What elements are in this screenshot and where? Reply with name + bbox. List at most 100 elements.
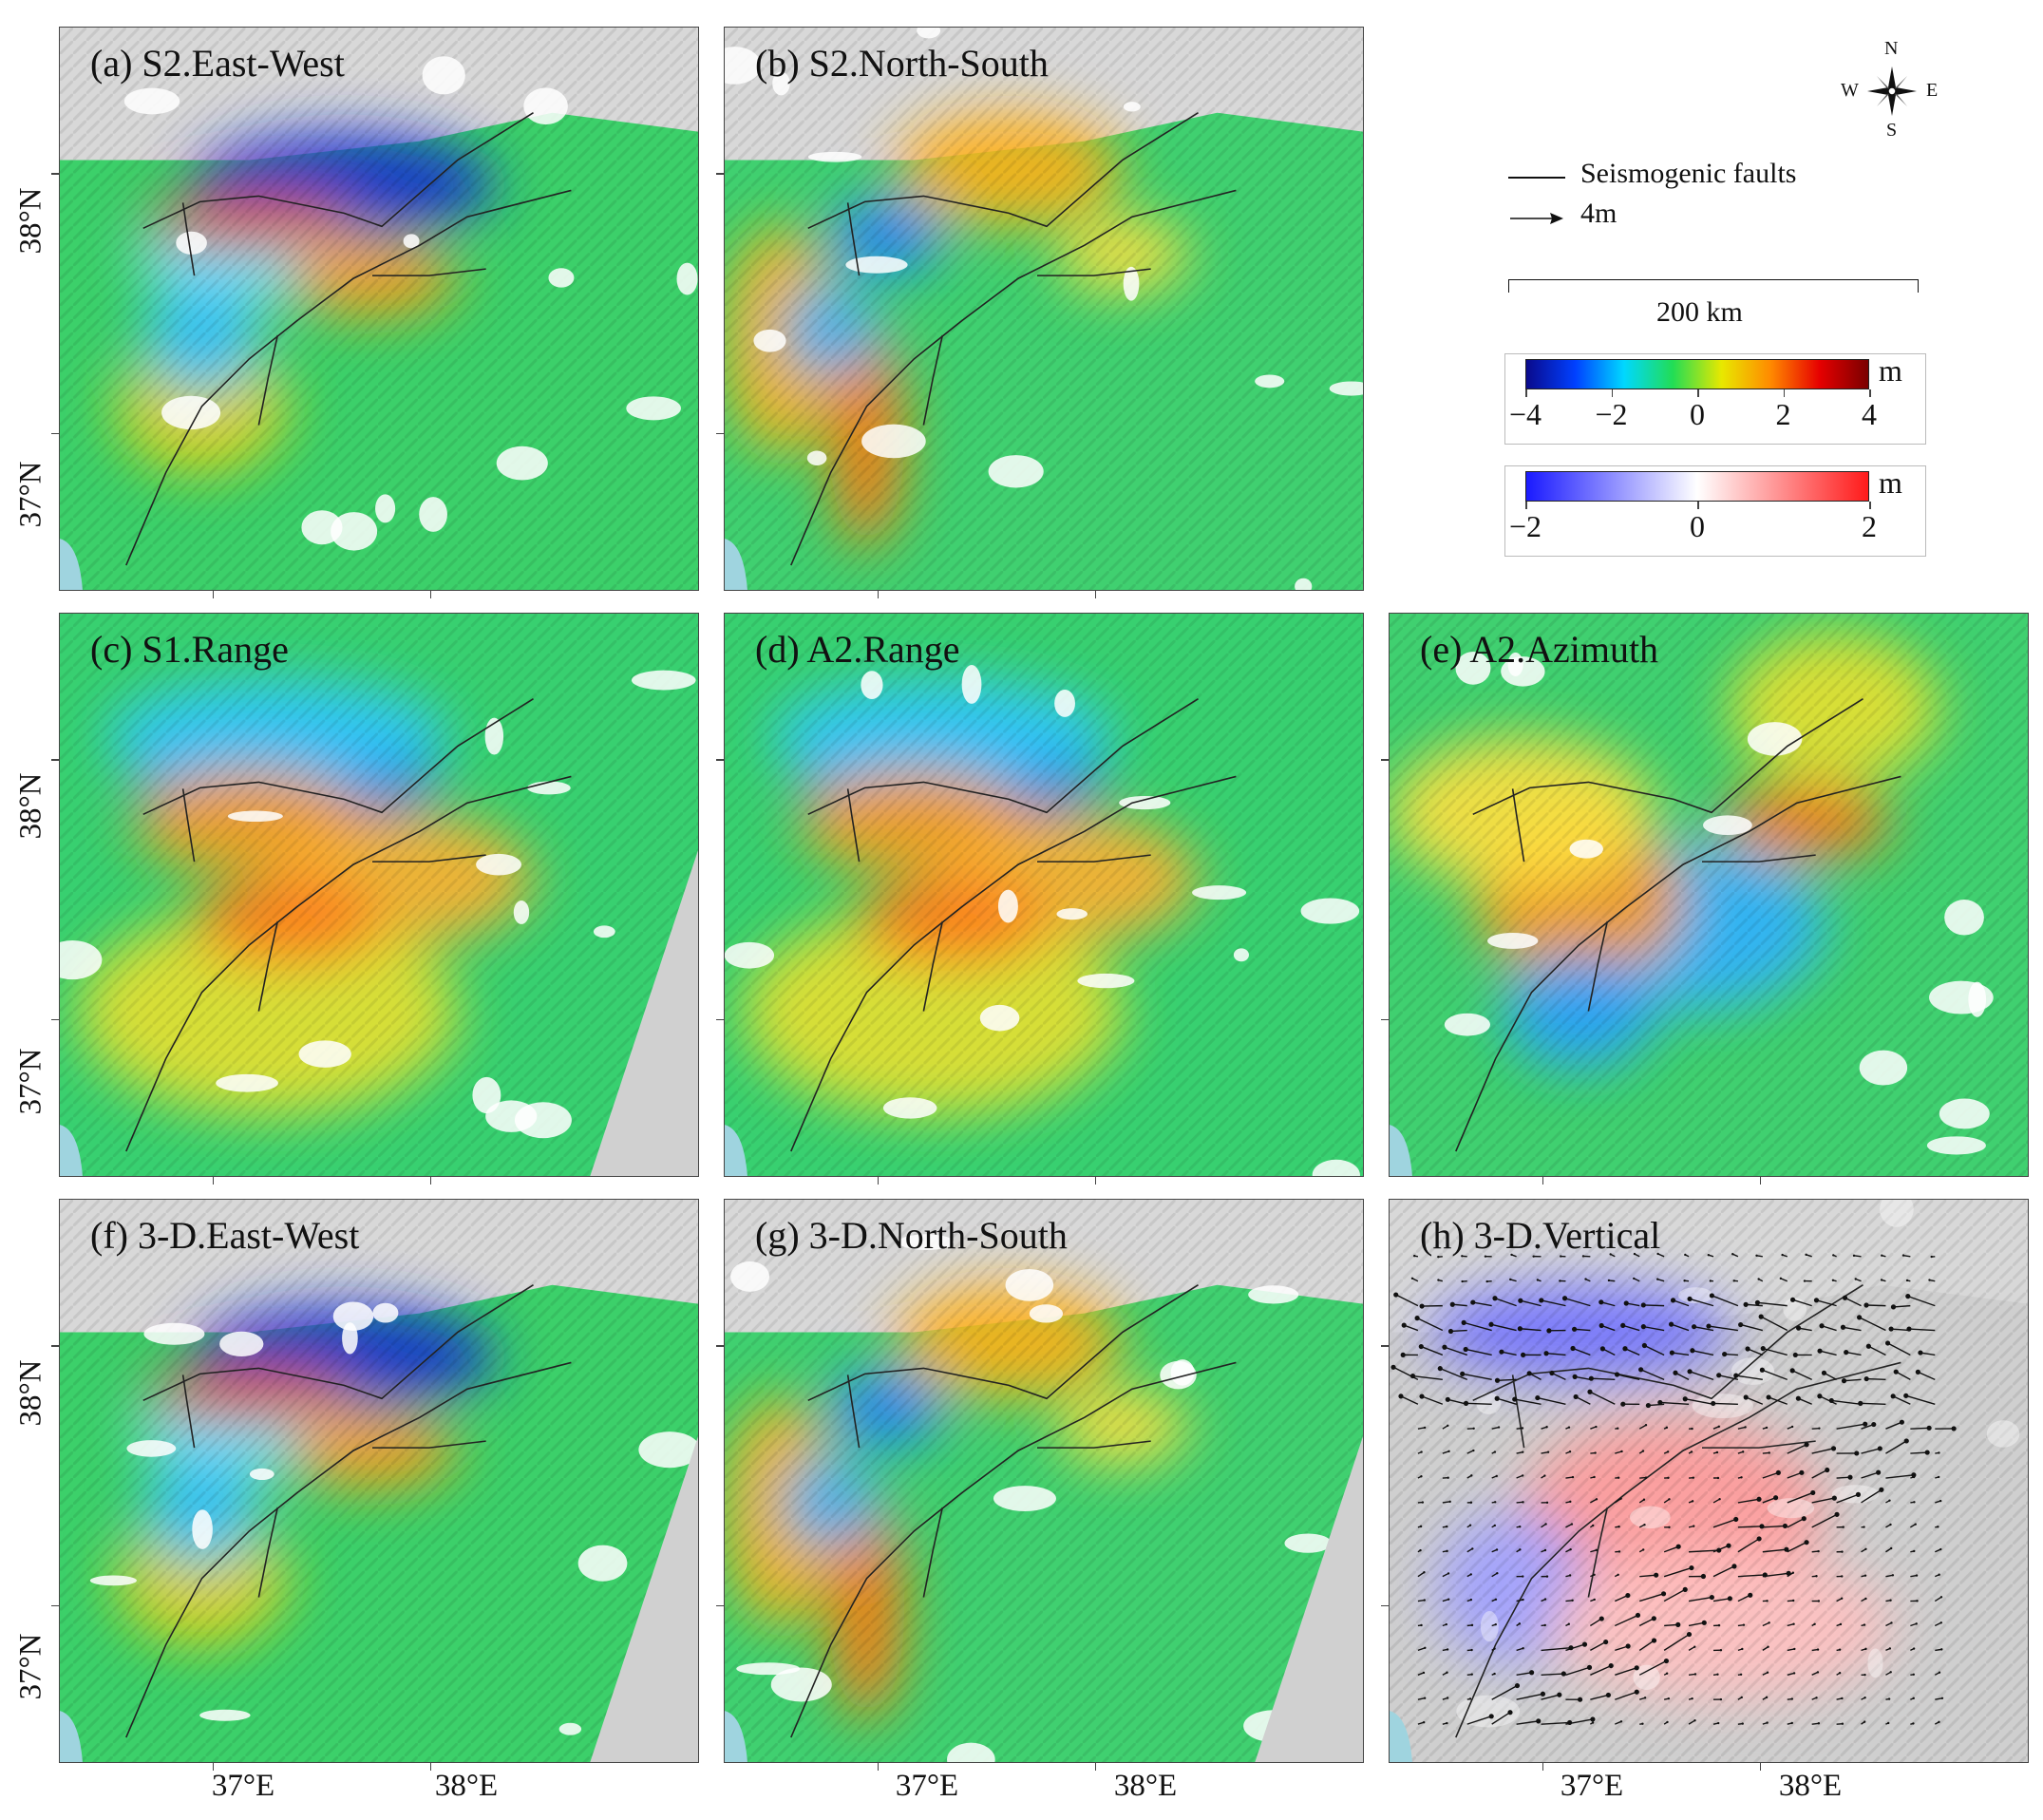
displacement-arrow [1615, 1614, 1638, 1627]
arrow-head [1641, 1450, 1645, 1452]
no-data-patch [593, 925, 615, 938]
arrow-head [1831, 1279, 1835, 1281]
arrow-head [1546, 1328, 1552, 1334]
displacement-arrow [1798, 1397, 1812, 1405]
arrow-head [1654, 1572, 1659, 1578]
displacement-arrow [1516, 1693, 1543, 1700]
arrow-head [1888, 1326, 1894, 1332]
lon-label-37: 37°E [1560, 1769, 1624, 1803]
displacement-arrow [1689, 1549, 1719, 1553]
arrow-head [1684, 1253, 1687, 1257]
arrow-head [1756, 1536, 1762, 1542]
arrow-head [1775, 1469, 1781, 1475]
seismogenic-fault-line [1702, 854, 1816, 863]
seismogenic-fault-line [125, 189, 572, 566]
arrow-head [1890, 1621, 1893, 1624]
arrow-head [1493, 1647, 1496, 1650]
displacement-arrow [1491, 1712, 1511, 1725]
displacement-arrow [1663, 1588, 1686, 1602]
arrow-head [1625, 1643, 1631, 1649]
no-data-patch [1944, 900, 1984, 936]
lat-tick [51, 173, 59, 175]
arrow-head [1446, 1721, 1448, 1725]
displacement-arrow [1615, 1667, 1637, 1676]
arrow-head [1460, 1371, 1466, 1376]
displacement-arrow [1412, 1374, 1443, 1381]
displacement-arrow [1885, 1574, 1894, 1578]
compass-n: N [1884, 38, 1899, 59]
arrow-head [1488, 1714, 1494, 1719]
displacement-arrow [1688, 1621, 1705, 1627]
arrow-head [1912, 1647, 1916, 1650]
displacement-arrow [1615, 1720, 1622, 1725]
arrow-head [1756, 1496, 1762, 1502]
terrain-texture [725, 614, 1363, 1176]
displacement-arrow [1494, 1298, 1517, 1307]
arrow-head [1939, 1621, 1943, 1624]
no-data-patch [331, 512, 378, 551]
displacement-arrow [1444, 1346, 1467, 1356]
arrow-head [1888, 1499, 1891, 1502]
arrow-head [1784, 1546, 1789, 1552]
arrow-head [1912, 1722, 1915, 1725]
arrow-head [1447, 1328, 1454, 1335]
displacement-arrow [1663, 1633, 1690, 1651]
no-data-patch [997, 889, 1018, 923]
no-data-patch [753, 329, 786, 352]
arrow-head [1494, 1377, 1501, 1383]
displacement-arrow [1845, 1351, 1862, 1356]
arrow-head [1570, 1523, 1574, 1526]
no-data-patch [1747, 722, 1803, 756]
arrow-head [1419, 1525, 1423, 1528]
arrow-head [1591, 1721, 1595, 1724]
arrow-head [1645, 1402, 1652, 1409]
lat-tick [51, 1604, 59, 1607]
deformation-map [60, 28, 698, 590]
displacement-arrow [1439, 1368, 1468, 1381]
map-panel-h: (h) 3-D.Vertical [1389, 1199, 2029, 1763]
arrow-head [1569, 1500, 1572, 1504]
no-data-patch [993, 1486, 1056, 1511]
arrow-head [1546, 1450, 1550, 1453]
arrow-head [1766, 1600, 1769, 1602]
arrow-head [1571, 1475, 1575, 1479]
arrow-head [1815, 1575, 1818, 1578]
arrow-head [1494, 1622, 1497, 1626]
no-data-patch [1633, 1664, 1660, 1691]
displacement-arrow [1763, 1347, 1788, 1356]
arrow-head [1871, 1421, 1877, 1428]
arrow-head [1901, 1254, 1905, 1257]
arrow-head [1568, 1450, 1572, 1453]
arrow-head [1492, 1296, 1498, 1301]
displacement-arrow [1589, 1391, 1616, 1405]
arrow-head [1915, 1369, 1920, 1374]
displacement-arrow [1762, 1572, 1789, 1578]
arrow-head [1571, 1326, 1578, 1332]
seismogenic-fault-line [846, 202, 861, 276]
arrow-head [1494, 1598, 1498, 1601]
arrow-head [1663, 1658, 1670, 1664]
arrow-head [1519, 1526, 1522, 1528]
no-data-patch [730, 1261, 770, 1292]
lat-tick [1381, 1345, 1389, 1347]
arrow-head [1693, 1673, 1697, 1676]
displacement-arrow [1466, 1402, 1492, 1405]
arrow-head [1495, 1548, 1499, 1551]
arrow-head [1718, 1498, 1721, 1501]
arrow-head [1545, 1426, 1548, 1429]
arrow-head [1660, 1591, 1667, 1597]
lat-tick [51, 1345, 59, 1347]
displacement-arrow [1674, 1372, 1690, 1380]
displacement-arrow [1819, 1395, 1837, 1405]
arrow-head [1899, 1419, 1904, 1425]
seismogenic-fault-line [922, 1507, 944, 1598]
displacement-arrow [1843, 1326, 1862, 1332]
sea-area [725, 1125, 747, 1176]
arrow-head [1759, 1367, 1765, 1373]
displacement-arrow [1787, 1572, 1794, 1578]
colorbar-tick-label: −2 [1595, 397, 1628, 431]
arrow-head [1731, 1252, 1734, 1256]
arrow-head [1879, 1487, 1884, 1492]
no-data-patch [1054, 689, 1075, 717]
arrow-head [1842, 1295, 1848, 1300]
